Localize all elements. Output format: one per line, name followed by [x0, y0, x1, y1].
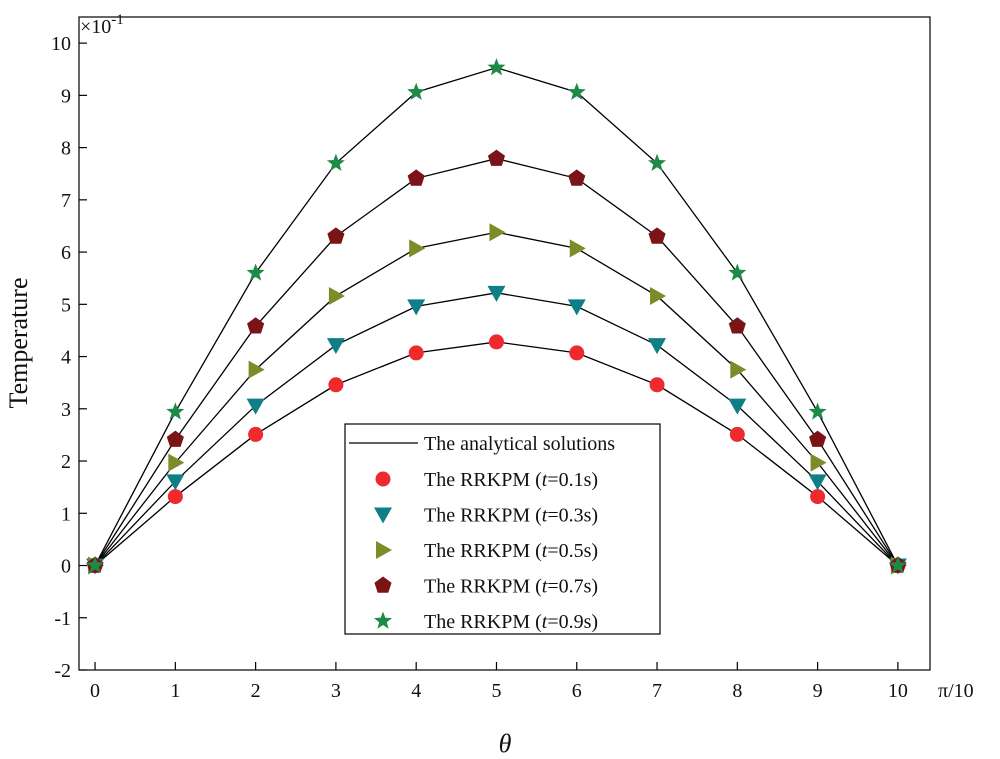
y-tick-label: 5	[61, 294, 71, 316]
x-tick-label: 2	[251, 680, 261, 702]
y-tick-label: 3	[61, 399, 71, 421]
data-point-circle	[649, 377, 665, 393]
legend-label: The RRKPM (t=0.9s)	[424, 611, 598, 633]
data-point-circle	[167, 489, 183, 505]
y-tick-label: 8	[61, 138, 71, 160]
y-tick-label: 4	[61, 347, 71, 369]
data-point-pentagon	[247, 317, 265, 334]
data-point-triangle-right	[248, 360, 265, 379]
data-point-pentagon	[327, 227, 345, 244]
data-point-triangle-down	[487, 285, 506, 302]
legend-marker-triangle-down	[374, 507, 392, 524]
data-point-triangle-down	[567, 299, 586, 316]
data-point-triangle-down	[326, 338, 345, 355]
legend-label: The RRKPM (t=0.1s)	[424, 469, 598, 491]
y-tick-label: 10	[51, 33, 71, 55]
x-tick-label: 5	[491, 680, 501, 702]
x-tick-label: 6	[572, 680, 582, 702]
axis-ticks: 0 1 2 3 4 5 6 7 8 9 10 -2 -1 0 1 2 3 4 5 6 7 8 9 10	[51, 33, 908, 702]
data-point-triangle-right	[810, 453, 827, 472]
data-point-pentagon	[648, 227, 666, 244]
legend-marker-pentagon	[374, 576, 392, 593]
data-point-star	[86, 556, 105, 574]
data-point-triangle-right	[409, 239, 426, 258]
y-tick-label: -1	[54, 608, 71, 630]
data-point-pentagon	[487, 149, 506, 166]
legend: The analytical solutions The RRKPM (t=0.…	[344, 423, 661, 635]
data-point-star	[808, 402, 827, 420]
legend-items: The RRKPM (t=0.1s) The RRKPM (t=0.3s) The …	[373, 469, 598, 633]
data-point-pentagon	[407, 169, 425, 186]
data-point-triangle-right	[168, 453, 185, 472]
data-point-triangle-right	[489, 223, 506, 242]
data-point-circle	[248, 426, 264, 442]
x-tick-label: 3	[331, 680, 341, 702]
data-point-triangle-down	[407, 299, 426, 316]
data-point-circle	[408, 345, 424, 361]
x-tick-label: 1	[170, 680, 180, 702]
data-point-star	[888, 556, 907, 574]
x-tick-label: 10	[888, 680, 908, 702]
data-point-triangle-down	[808, 474, 827, 491]
data-point-pentagon	[809, 430, 827, 447]
data-point-circle	[488, 334, 504, 350]
y-tick-label: 0	[61, 556, 71, 578]
data-point-circle	[569, 345, 585, 361]
legend-line-label: The analytical solutions	[424, 433, 615, 455]
data-point-pentagon	[166, 430, 184, 447]
y-tick-label: 6	[61, 242, 71, 264]
data-point-star	[648, 153, 667, 171]
x-tick-label: 0	[90, 680, 100, 702]
plot-frame	[78, 16, 931, 671]
x-tick-label: 7	[652, 680, 662, 702]
data-point-triangle-down	[246, 398, 265, 415]
legend-box	[344, 423, 661, 635]
data-point-pentagon	[728, 317, 746, 334]
x-unit-label: π/10	[938, 680, 974, 702]
data-point-triangle-down	[728, 398, 747, 415]
data-markers	[86, 58, 907, 575]
legend-label: The RRKPM (t=0.7s)	[424, 576, 598, 598]
x-axis-title: θ	[499, 729, 512, 758]
data-point-triangle-right	[569, 239, 586, 258]
data-point-circle	[810, 489, 826, 505]
y-tick-label: 7	[61, 190, 71, 212]
legend-marker-circle	[375, 471, 391, 487]
data-point-star	[246, 263, 265, 281]
data-point-star	[326, 153, 345, 171]
data-point-star	[728, 263, 747, 281]
data-point-triangle-right	[730, 360, 747, 379]
data-point-triangle-down	[648, 338, 667, 355]
legend-marker-star	[373, 611, 393, 629]
legend-marker-triangle-right	[376, 541, 392, 559]
y-tick-label: -2	[54, 660, 71, 682]
data-point-pentagon	[568, 169, 586, 186]
y-multiplier: ×10-1	[80, 12, 124, 38]
legend-label: The RRKPM (t=0.3s)	[424, 505, 598, 527]
data-point-circle	[729, 426, 745, 442]
data-point-star	[166, 402, 185, 420]
x-tick-label: 4	[411, 680, 421, 702]
data-point-star	[487, 58, 506, 76]
data-point-star	[407, 82, 426, 100]
y-tick-label: 1	[61, 503, 71, 525]
data-point-circle	[328, 377, 344, 393]
y-tick-label: 2	[61, 451, 71, 473]
x-tick-label: 9	[813, 680, 823, 702]
y-axis-title: Temperature	[4, 278, 33, 409]
data-point-star	[567, 82, 586, 100]
data-point-triangle-right	[328, 286, 345, 305]
data-point-triangle-right	[650, 286, 667, 305]
data-point-triangle-down	[166, 474, 185, 491]
legend-label: The RRKPM (t=0.5s)	[424, 540, 598, 562]
y-tick-label: 9	[61, 85, 71, 107]
x-tick-label: 8	[732, 680, 742, 702]
